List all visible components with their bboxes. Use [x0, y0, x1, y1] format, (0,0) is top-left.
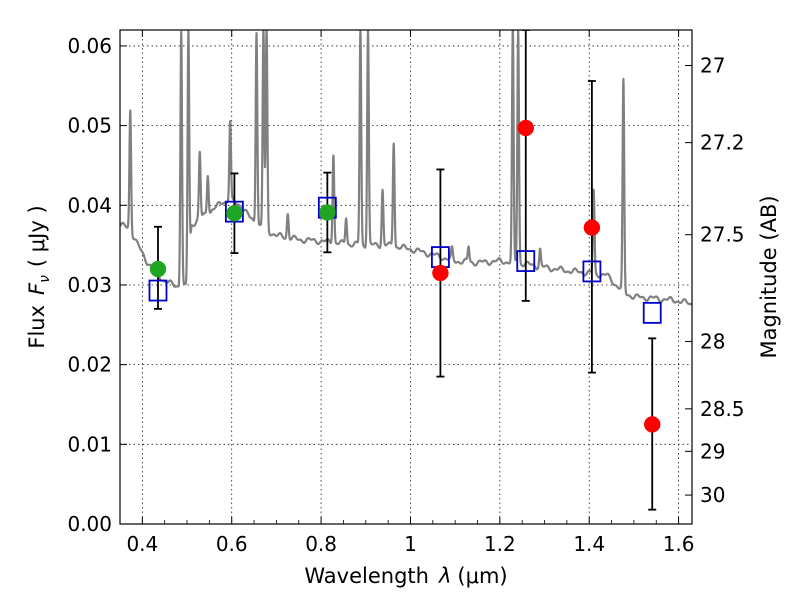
- data-points: [149, 119, 661, 433]
- red-data-point: [432, 264, 449, 282]
- y-tick-label: 0.03: [67, 273, 112, 297]
- y-tick-label: 0.04: [67, 193, 112, 217]
- model-square: [516, 250, 536, 272]
- y-tick-label: 0.05: [67, 114, 112, 138]
- mag-tick-label: 30: [700, 483, 725, 507]
- y-tick-label: 0.01: [67, 432, 112, 456]
- mag-tick-label: 28.5: [700, 397, 745, 421]
- red-data-point: [643, 416, 661, 433]
- model-square: [224, 200, 244, 223]
- model-square: [642, 301, 662, 324]
- grid: [120, 30, 692, 524]
- x-tick-label: 0.6: [216, 532, 248, 556]
- mag-tick-label: 29: [700, 439, 725, 463]
- x-tick-label: 1.4: [573, 532, 605, 556]
- green-data-point: [319, 204, 336, 221]
- x-tick-label: 0.8: [305, 532, 337, 556]
- x-tick-label: 1.6: [663, 532, 695, 556]
- red-data-point: [517, 119, 535, 137]
- mag-tick-label: 27.2: [700, 131, 745, 155]
- x-axis-label: Wavelength λ (μm): [304, 564, 507, 588]
- red-data-point: [583, 219, 601, 236]
- sed-spectrum: [120, 30, 692, 306]
- x-tick-label: 1.2: [484, 532, 516, 556]
- mag-tick-label: 28: [700, 329, 725, 353]
- axis-ticks: 0.4 0.6 0.8 1 1.2 1.4 1.6 0.00 0.01 0.02 0.03 0.04 0…: [67, 30, 745, 556]
- x-tick-label: 0.4: [126, 532, 158, 556]
- sed-curve: [120, 30, 692, 306]
- y-tick-label: 0.06: [67, 34, 112, 58]
- error-bars: [153, 30, 657, 511]
- mag-tick-label: 27.5: [700, 223, 745, 247]
- x-tick-label: 1: [404, 532, 417, 556]
- mag-tick-label: 27: [700, 54, 725, 78]
- y-axis-label-right: Magnitude (AB): [757, 195, 781, 358]
- plot-frame: [119, 29, 693, 525]
- y-tick-label: 0.00: [67, 512, 112, 536]
- green-data-point: [149, 260, 167, 278]
- y-tick-label: 0.02: [67, 353, 112, 377]
- model-square: [582, 260, 602, 283]
- y-axis-label-left: FluxFν( μJy ): [25, 205, 53, 348]
- model-squares: [148, 196, 662, 324]
- model-square: [148, 279, 168, 302]
- green-data-point: [226, 205, 243, 222]
